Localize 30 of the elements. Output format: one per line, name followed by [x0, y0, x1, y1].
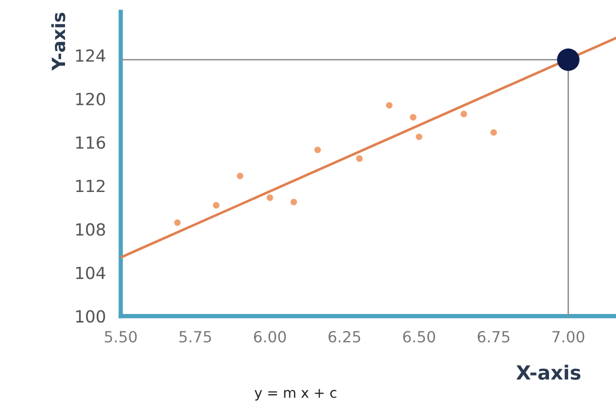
point: [356, 155, 363, 162]
y-tick-label: 116: [76, 136, 106, 149]
y-tick-label: 120: [76, 92, 106, 106]
x-axis-title: X-axis: [516, 364, 580, 380]
y-axis-title: Y-axis: [51, 12, 66, 71]
y-tick-label: 124: [76, 49, 106, 62]
x-tick-label: 6.75: [478, 330, 510, 343]
point: [416, 134, 422, 140]
y-tick-label: 104: [76, 266, 106, 280]
x-tick-label: 6.50: [403, 330, 436, 343]
point: [290, 198, 298, 206]
point: [174, 219, 181, 226]
point: [212, 202, 220, 209]
point: [410, 114, 416, 121]
x-tick-label: 6.25: [328, 330, 360, 343]
point: [490, 129, 497, 136]
y-tick-label: 100: [76, 310, 106, 323]
point: [236, 172, 244, 180]
point: [386, 102, 393, 109]
x-tick-label: 7.00: [552, 330, 584, 343]
point: [266, 194, 274, 201]
point: [314, 146, 321, 154]
x-tick-label: 5.75: [179, 331, 211, 343]
point: [557, 48, 580, 71]
x-tick-label: 6.00: [254, 330, 286, 343]
y-tick-label: 108: [76, 223, 106, 236]
point: [460, 110, 468, 118]
y-tick-label: 112: [76, 180, 104, 192]
x-tick-label: 5.50: [104, 330, 137, 343]
text: y = m x + c: [254, 388, 336, 401]
